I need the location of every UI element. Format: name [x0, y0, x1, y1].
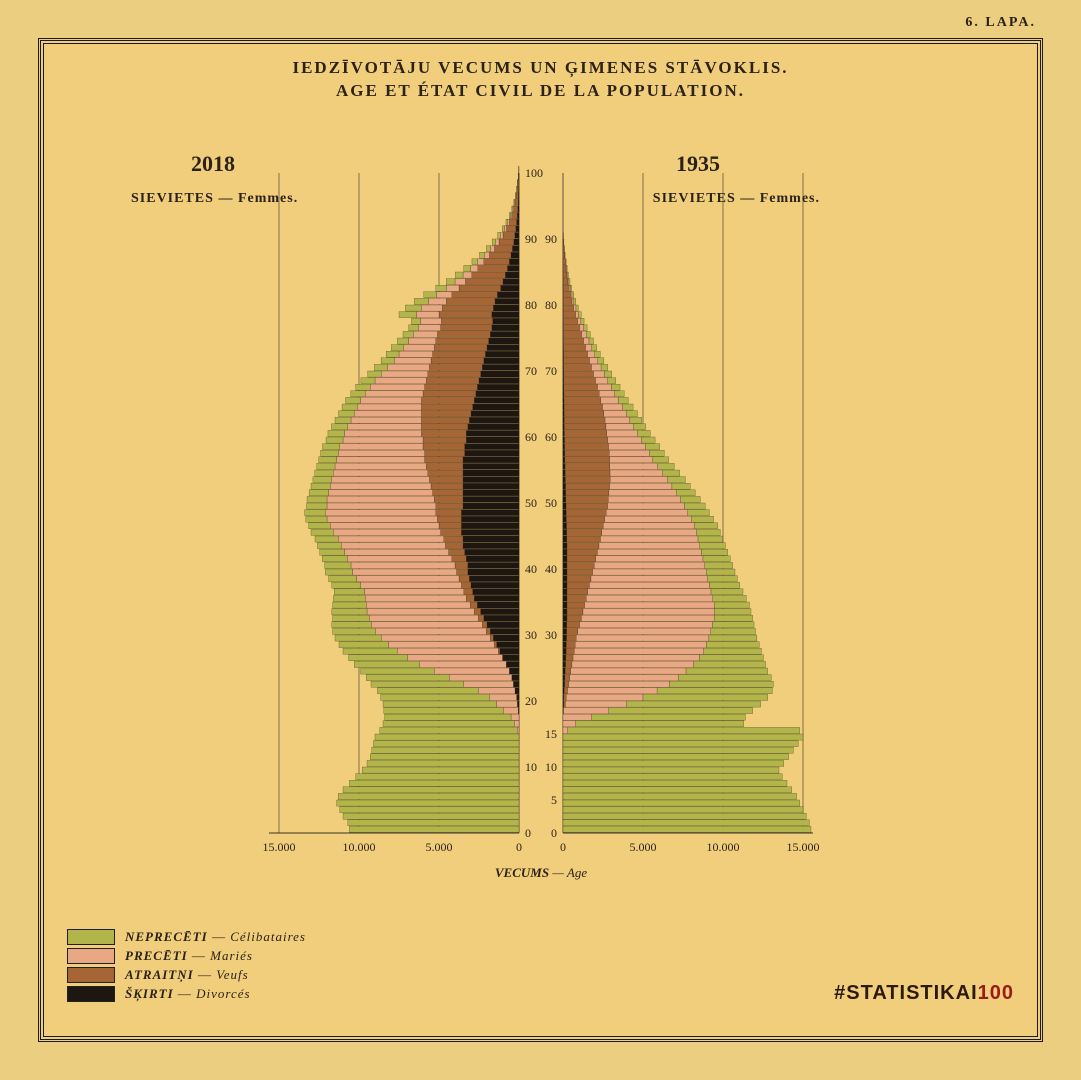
svg-text:0: 0	[551, 826, 557, 840]
hashtag: #STATISTIKAI100	[834, 982, 1014, 1005]
svg-text:70: 70	[545, 364, 557, 378]
svg-text:15.000: 15.000	[786, 840, 819, 854]
svg-text:90: 90	[525, 232, 537, 246]
svg-text:15.000: 15.000	[262, 840, 295, 854]
title-line-2: AGE ET ÉTAT CIVIL DE LA POPULATION.	[41, 80, 1040, 103]
svg-text:0: 0	[516, 840, 522, 854]
chart-title: IEDZĪVOTĀJU VECUMS UN ĢIMENES STĀVOKLIS.…	[41, 41, 1040, 103]
svg-text:60: 60	[525, 430, 537, 444]
legend: NEPRECĒTI — Célibataires PRECĒTI — Mariés…	[67, 926, 306, 1005]
svg-text:5.000: 5.000	[629, 840, 656, 854]
svg-text:50: 50	[525, 496, 537, 510]
svg-text:5: 5	[551, 793, 557, 807]
legend-item: PRECĒTI — Mariés	[67, 948, 306, 964]
svg-text:5.000: 5.000	[425, 840, 452, 854]
legend-swatch	[67, 967, 115, 983]
svg-text:90: 90	[545, 232, 557, 246]
svg-text:0: 0	[525, 826, 531, 840]
legend-label: ATRAITŅI — Veufs	[125, 967, 249, 983]
legend-item: ŠĶIRTI — Divorcés	[67, 986, 306, 1002]
svg-text:30: 30	[525, 628, 537, 642]
page-outer: 6. LAPA. IEDZĪVOTĀJU VECUMS UN ĢIMENES S…	[0, 0, 1081, 1080]
svg-text:70: 70	[525, 364, 537, 378]
title-line-1: IEDZĪVOTĀJU VECUMS UN ĢIMENES STĀVOKLIS.	[41, 57, 1040, 80]
svg-text:80: 80	[545, 298, 557, 312]
svg-text:15: 15	[545, 727, 557, 741]
legend-item: NEPRECĒTI — Célibataires	[67, 929, 306, 945]
legend-swatch	[67, 986, 115, 1002]
legend-item: ATRAITŅI — Veufs	[67, 967, 306, 983]
legend-label: ŠĶIRTI — Divorcés	[125, 986, 251, 1002]
legend-label: PRECĒTI — Mariés	[125, 948, 253, 964]
svg-text:VECUMS — Age: VECUMS — Age	[494, 865, 586, 880]
svg-text:10: 10	[545, 760, 557, 774]
svg-text:10: 10	[525, 760, 537, 774]
svg-text:20: 20	[525, 694, 537, 708]
legend-swatch	[67, 929, 115, 945]
legend-label: NEPRECĒTI — Célibataires	[125, 929, 306, 945]
svg-text:80: 80	[525, 298, 537, 312]
svg-text:10.000: 10.000	[706, 840, 739, 854]
chart-frame: 6. LAPA. IEDZĪVOTĀJU VECUMS UN ĢIMENES S…	[38, 38, 1043, 1042]
legend-swatch	[67, 948, 115, 964]
svg-text:30: 30	[545, 628, 557, 642]
svg-text:0: 0	[560, 840, 566, 854]
svg-text:50: 50	[545, 496, 557, 510]
svg-text:60: 60	[545, 430, 557, 444]
page-number: 6. LAPA.	[965, 15, 1036, 31]
population-pyramid: 005.0005.00010.00010.00015.00015.0001009…	[131, 161, 951, 901]
chart-area: 005.0005.00010.00010.00015.00015.0001009…	[41, 161, 1040, 891]
svg-text:100: 100	[525, 166, 543, 180]
svg-text:40: 40	[545, 562, 557, 576]
svg-text:40: 40	[525, 562, 537, 576]
svg-text:10.000: 10.000	[342, 840, 375, 854]
